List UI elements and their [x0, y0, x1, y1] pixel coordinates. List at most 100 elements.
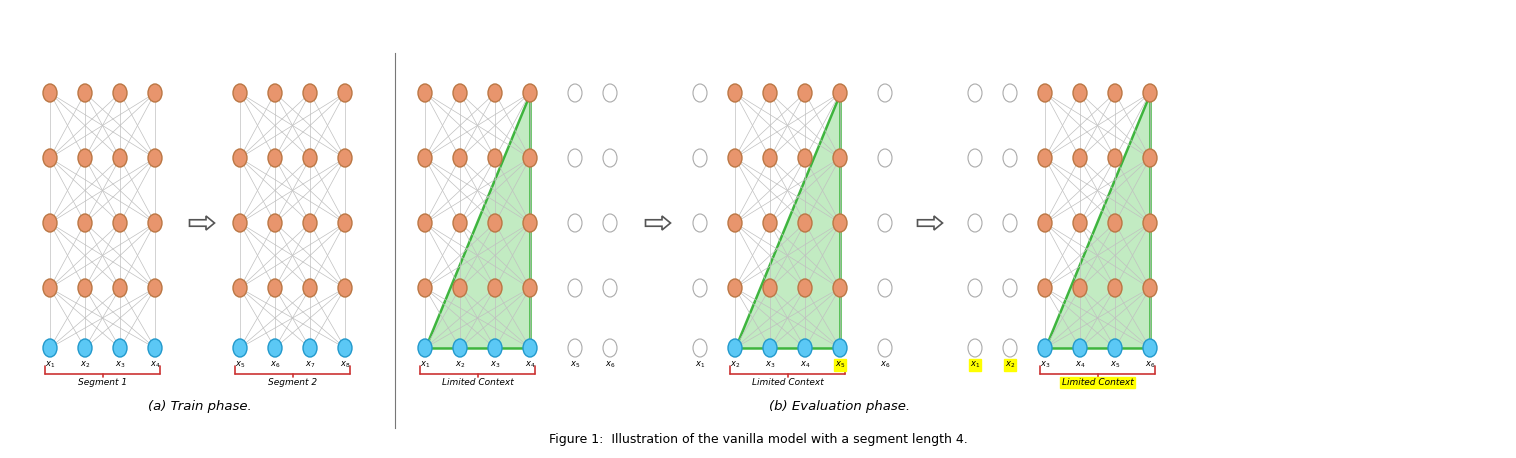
Ellipse shape	[488, 84, 502, 102]
Ellipse shape	[603, 149, 617, 167]
Text: $x_{3}$: $x_{3}$	[115, 360, 126, 371]
Ellipse shape	[1108, 84, 1122, 102]
Ellipse shape	[797, 149, 813, 167]
Text: $x_{3}$: $x_{3}$	[490, 360, 500, 371]
Ellipse shape	[488, 339, 502, 357]
Ellipse shape	[728, 214, 741, 232]
Text: (a) Train phase.: (a) Train phase.	[149, 400, 252, 413]
Ellipse shape	[149, 149, 162, 167]
Text: $x_{2}$: $x_{2}$	[80, 360, 89, 371]
Ellipse shape	[488, 279, 502, 297]
Ellipse shape	[303, 149, 317, 167]
Ellipse shape	[268, 84, 282, 102]
Ellipse shape	[418, 214, 432, 232]
Ellipse shape	[1143, 84, 1157, 102]
Ellipse shape	[149, 339, 162, 357]
Ellipse shape	[797, 84, 813, 102]
Ellipse shape	[1004, 149, 1017, 167]
Ellipse shape	[728, 279, 741, 297]
Ellipse shape	[763, 339, 778, 357]
Ellipse shape	[1073, 339, 1087, 357]
Text: $x_{6}$: $x_{6}$	[605, 360, 615, 371]
Ellipse shape	[418, 84, 432, 102]
Text: $x_{6}$: $x_{6}$	[879, 360, 890, 371]
Ellipse shape	[77, 149, 92, 167]
Text: $x_{4}$: $x_{4}$	[800, 360, 810, 371]
Ellipse shape	[1073, 279, 1087, 297]
Ellipse shape	[42, 84, 58, 102]
Text: $x_{5}$: $x_{5}$	[1110, 360, 1120, 371]
Ellipse shape	[42, 279, 58, 297]
Ellipse shape	[832, 84, 847, 102]
Text: $x_{5}$: $x_{5}$	[835, 360, 846, 371]
Text: $x_{1}$: $x_{1}$	[420, 360, 431, 371]
Ellipse shape	[603, 84, 617, 102]
Text: $x_{5}$: $x_{5}$	[570, 360, 581, 371]
Ellipse shape	[453, 84, 467, 102]
Ellipse shape	[568, 84, 582, 102]
Ellipse shape	[523, 339, 537, 357]
Ellipse shape	[878, 279, 891, 297]
Ellipse shape	[338, 339, 352, 357]
Ellipse shape	[453, 214, 467, 232]
Polygon shape	[735, 93, 840, 348]
Ellipse shape	[969, 279, 982, 297]
Ellipse shape	[832, 339, 847, 357]
Ellipse shape	[969, 214, 982, 232]
Ellipse shape	[693, 214, 706, 232]
Ellipse shape	[1073, 84, 1087, 102]
Ellipse shape	[268, 149, 282, 167]
Ellipse shape	[728, 149, 741, 167]
Ellipse shape	[1004, 84, 1017, 102]
Ellipse shape	[1073, 149, 1087, 167]
Ellipse shape	[149, 214, 162, 232]
Ellipse shape	[303, 214, 317, 232]
Text: $x_{3}$: $x_{3}$	[1040, 360, 1051, 371]
Ellipse shape	[233, 149, 247, 167]
Ellipse shape	[523, 279, 537, 297]
Text: Segment 1: Segment 1	[77, 378, 127, 387]
Ellipse shape	[763, 149, 778, 167]
Ellipse shape	[969, 84, 982, 102]
Ellipse shape	[233, 339, 247, 357]
Text: Limited Context: Limited Context	[1061, 378, 1134, 387]
Ellipse shape	[523, 149, 537, 167]
Polygon shape	[646, 216, 670, 230]
Polygon shape	[424, 93, 531, 348]
Ellipse shape	[114, 84, 127, 102]
Text: $x_{2}$: $x_{2}$	[729, 360, 740, 371]
Ellipse shape	[149, 84, 162, 102]
Ellipse shape	[1073, 214, 1087, 232]
Ellipse shape	[832, 279, 847, 297]
Polygon shape	[917, 216, 943, 230]
Text: $x_{2}$: $x_{2}$	[455, 360, 465, 371]
Ellipse shape	[303, 84, 317, 102]
Ellipse shape	[878, 214, 891, 232]
Ellipse shape	[728, 84, 741, 102]
Ellipse shape	[797, 279, 813, 297]
Text: $x_{4}$: $x_{4}$	[1075, 360, 1085, 371]
Ellipse shape	[77, 84, 92, 102]
Ellipse shape	[763, 279, 778, 297]
Ellipse shape	[1004, 214, 1017, 232]
Ellipse shape	[693, 84, 706, 102]
Ellipse shape	[77, 339, 92, 357]
Ellipse shape	[568, 214, 582, 232]
Text: $x_{6}$: $x_{6}$	[1145, 360, 1155, 371]
Text: $x_{8}$: $x_{8}$	[340, 360, 350, 371]
Ellipse shape	[303, 279, 317, 297]
Text: Limited Context: Limited Context	[441, 378, 514, 387]
Ellipse shape	[233, 279, 247, 297]
Ellipse shape	[1143, 339, 1157, 357]
Ellipse shape	[488, 214, 502, 232]
Ellipse shape	[418, 339, 432, 357]
Ellipse shape	[338, 84, 352, 102]
Ellipse shape	[338, 149, 352, 167]
Ellipse shape	[797, 339, 813, 357]
Ellipse shape	[603, 214, 617, 232]
Ellipse shape	[568, 279, 582, 297]
Ellipse shape	[114, 279, 127, 297]
Ellipse shape	[603, 339, 617, 357]
Ellipse shape	[878, 339, 891, 357]
Ellipse shape	[268, 339, 282, 357]
